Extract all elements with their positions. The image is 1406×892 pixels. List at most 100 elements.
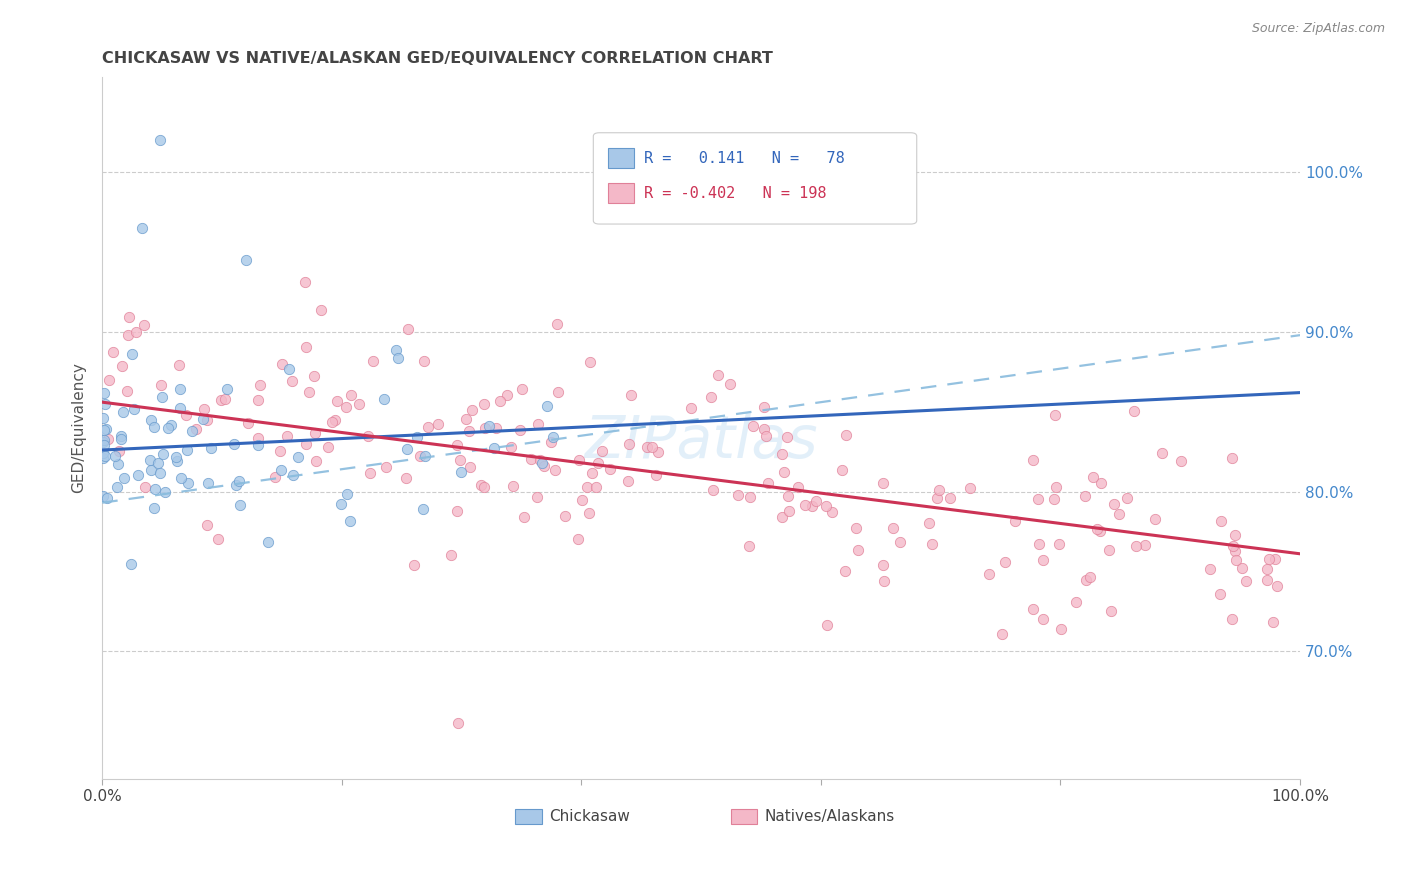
- Point: [153, 485, 176, 500]
- Point: [512, 510, 534, 524]
- Point: [872, 475, 894, 490]
- Point: [193, 401, 215, 416]
- Point: [793, 498, 815, 512]
- Point: [544, 463, 567, 477]
- Point: [217, 382, 239, 396]
- Point: [281, 468, 304, 483]
- Point: [1125, 539, 1147, 553]
- Point: [872, 558, 894, 573]
- Point: [236, 417, 259, 431]
- Point: [384, 343, 406, 357]
- Point: [636, 441, 658, 455]
- Point: [446, 504, 468, 518]
- Point: [647, 445, 669, 459]
- Point: [510, 382, 533, 396]
- Point: [440, 548, 463, 562]
- Point: [1223, 527, 1246, 541]
- Point: [641, 440, 664, 454]
- Point: [526, 491, 548, 505]
- Point: [1256, 573, 1278, 587]
- Point: [679, 401, 702, 415]
- Point: [169, 383, 191, 397]
- Point: [1211, 514, 1233, 528]
- Point: [488, 393, 510, 408]
- Point: [225, 477, 247, 491]
- Point: [457, 424, 479, 438]
- Text: Natives/Alaskans: Natives/Alaskans: [765, 809, 894, 824]
- Point: [1222, 612, 1244, 626]
- Point: [718, 377, 741, 392]
- Point: [568, 453, 591, 467]
- Point: [499, 440, 522, 454]
- Point: [873, 574, 896, 588]
- Point: [121, 347, 143, 361]
- Point: [1123, 404, 1146, 418]
- Point: [707, 368, 730, 383]
- Point: [336, 487, 359, 501]
- Point: [520, 452, 543, 467]
- Point: [567, 533, 589, 547]
- Point: [115, 384, 138, 399]
- Point: [446, 438, 468, 452]
- Point: [738, 490, 761, 504]
- Point: [93, 411, 115, 425]
- Point: [738, 539, 761, 553]
- Point: [474, 421, 496, 435]
- Point: [770, 509, 793, 524]
- Point: [831, 463, 853, 477]
- Point: [450, 465, 472, 479]
- Point: [104, 450, 127, 464]
- Point: [176, 408, 198, 422]
- Point: [280, 374, 302, 388]
- Point: [1042, 492, 1064, 507]
- Point: [1032, 552, 1054, 566]
- Point: [581, 466, 603, 480]
- Point: [591, 443, 613, 458]
- Point: [699, 390, 721, 404]
- Point: [586, 456, 609, 470]
- Point: [821, 506, 844, 520]
- Point: [815, 499, 838, 513]
- Point: [323, 413, 346, 427]
- Point: [107, 457, 129, 471]
- Point: [298, 385, 321, 400]
- Point: [387, 351, 409, 366]
- Point: [806, 493, 828, 508]
- Point: [776, 429, 799, 443]
- Point: [599, 462, 621, 476]
- Point: [496, 387, 519, 401]
- Point: [413, 449, 436, 463]
- Point: [94, 449, 117, 463]
- Point: [112, 470, 135, 484]
- Bar: [516, 809, 541, 824]
- Point: [1220, 451, 1243, 466]
- Point: [447, 716, 470, 731]
- Point: [1257, 552, 1279, 566]
- Point: [427, 417, 450, 431]
- Point: [741, 419, 763, 434]
- Point: [702, 483, 724, 497]
- Point: [409, 450, 432, 464]
- Point: [845, 521, 868, 535]
- Point: [347, 396, 370, 410]
- Point: [846, 542, 869, 557]
- Point: [93, 423, 115, 437]
- Point: [1102, 497, 1125, 511]
- Point: [247, 431, 270, 445]
- Point: [180, 424, 202, 438]
- Point: [773, 466, 796, 480]
- Point: [1083, 470, 1105, 484]
- Point: [1264, 552, 1286, 566]
- Point: [1170, 454, 1192, 468]
- Point: [150, 391, 173, 405]
- Point: [131, 221, 153, 235]
- Point: [921, 537, 943, 551]
- Point: [122, 401, 145, 416]
- Point: [93, 489, 115, 503]
- Point: [249, 378, 271, 392]
- Point: [412, 502, 434, 516]
- Point: [229, 498, 252, 512]
- Point: [1050, 623, 1073, 637]
- Point: [165, 450, 187, 465]
- Point: [578, 506, 600, 520]
